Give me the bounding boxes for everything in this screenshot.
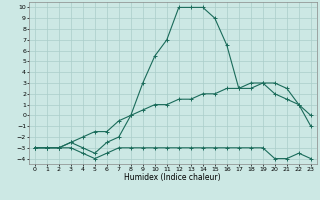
- X-axis label: Humidex (Indice chaleur): Humidex (Indice chaleur): [124, 173, 221, 182]
